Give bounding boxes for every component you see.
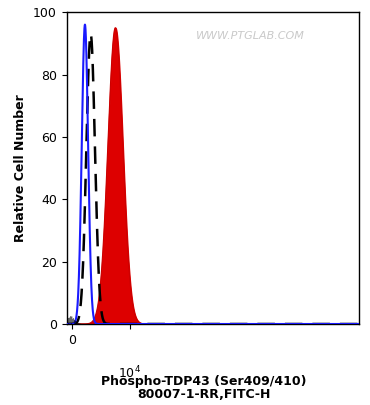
Text: 80007-1-RR,FITC-H: 80007-1-RR,FITC-H	[137, 388, 270, 401]
Y-axis label: Relative Cell Number: Relative Cell Number	[14, 94, 27, 242]
Text: WWW.PTGLAB.COM: WWW.PTGLAB.COM	[196, 31, 305, 41]
Text: Phospho-TDP43 (Ser409/410): Phospho-TDP43 (Ser409/410)	[101, 375, 306, 388]
Text: $10^4$: $10^4$	[118, 364, 141, 381]
